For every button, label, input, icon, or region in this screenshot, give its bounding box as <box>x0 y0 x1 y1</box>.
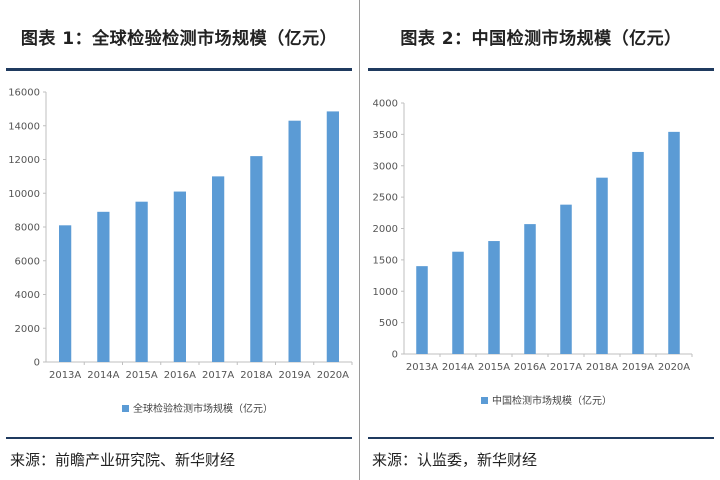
right-bar <box>668 131 680 354</box>
left-y-tick-label: 12000 <box>8 155 40 166</box>
right-x-tick-label: 2020A <box>658 362 690 373</box>
left-legend: 全球检验检测市场规模（亿元） <box>122 402 273 415</box>
right-y-tick-label: 500 <box>379 318 398 329</box>
left-y-tick-label: 2000 <box>15 324 40 335</box>
right-y-tick-label: 4000 <box>373 99 398 110</box>
left-x-tick-label: 2020A <box>317 370 349 381</box>
right-source-note: 来源：认监委，新华财经 <box>372 451 538 469</box>
left-bar <box>97 211 110 362</box>
left-bar <box>59 225 72 362</box>
left-x-tick-label: 2016A <box>164 370 196 381</box>
left-bar <box>212 176 225 362</box>
left-title-rule <box>6 68 352 71</box>
right-y-tick-label: 1000 <box>373 287 398 298</box>
right-x-tick-label: 2018A <box>586 362 618 373</box>
left-y-tick-label: 6000 <box>15 256 40 267</box>
left-y-tick-label: 8000 <box>15 223 40 234</box>
right-legend-swatch <box>481 397 488 404</box>
right-bar <box>416 266 428 354</box>
left-y-tick-label: 10000 <box>8 189 40 200</box>
right-y-tick-label: 3500 <box>373 130 398 141</box>
right-bar <box>524 224 536 354</box>
left-y-tick-label: 14000 <box>8 121 40 132</box>
left-x-tick-label: 2017A <box>202 370 234 381</box>
left-bottom-rule <box>6 437 352 439</box>
left-source-note: 来源：前瞻产业研究院、新华财经 <box>10 451 236 469</box>
right-legend-label: 中国检测市场规模（亿元） <box>492 394 612 407</box>
left-x-tick-label: 2019A <box>278 370 310 381</box>
left-bar-chart: 0 2000 4000 6000 8000 10000 12000 14000 16000 201… <box>8 88 353 415</box>
right-x-tick-label: 2015A <box>478 362 510 373</box>
right-legend: 中国检测市场规模（亿元） <box>481 394 612 407</box>
left-x-tick-label: 2014A <box>87 370 119 381</box>
right-bar <box>596 177 608 354</box>
right-chart-title: 图表 2：中国检测市场规模（亿元） <box>400 29 682 49</box>
left-bar <box>135 201 148 362</box>
right-x-tick-label: 2014A <box>442 362 474 373</box>
left-x-tick-label: 2018A <box>240 370 272 381</box>
left-bar <box>250 156 263 362</box>
left-x-tick-label: 2013A <box>49 370 81 381</box>
left-y-tick-label: 4000 <box>15 290 40 301</box>
right-bar <box>632 151 644 354</box>
right-x-tick-label: 2019A <box>622 362 654 373</box>
right-bar-chart: 0 500 1000 1500 2000 2500 3000 3500 4000 2013A 201… <box>373 99 693 407</box>
left-x-tick-label: 2015A <box>125 370 157 381</box>
right-y-tick-label: 3000 <box>373 161 398 172</box>
right-x-tick-label: 2016A <box>514 362 546 373</box>
left-bar <box>326 111 339 362</box>
right-y-tick-label: 2000 <box>373 224 398 235</box>
left-y-tick-label: 0 <box>34 358 40 369</box>
right-y-tick-label: 1500 <box>373 255 398 266</box>
right-y-tick-label: 2500 <box>373 193 398 204</box>
right-bar <box>452 251 464 354</box>
right-x-tick-label: 2017A <box>550 362 582 373</box>
left-bar <box>288 120 301 362</box>
right-x-tick-label: 2013A <box>406 362 438 373</box>
panel-divider <box>359 0 360 480</box>
left-chart-title: 图表 1：全球检验检测市场规模（亿元） <box>20 29 338 49</box>
left-chart-panel: 图表 1：全球检验检测市场规模（亿元） 0 2000 4000 6000 8000 100… <box>0 0 358 480</box>
right-bar <box>488 241 500 354</box>
left-bar <box>173 191 186 362</box>
left-legend-swatch <box>122 405 129 412</box>
right-y-tick-label: 0 <box>392 350 398 361</box>
right-bottom-rule <box>368 437 714 439</box>
right-chart-panel: 图表 2：中国检测市场规模（亿元） 0 500 1000 1500 2000 2500 30… <box>362 0 720 480</box>
right-bar <box>560 204 572 354</box>
left-y-tick-label: 16000 <box>8 88 40 99</box>
left-legend-label: 全球检验检测市场规模（亿元） <box>133 402 273 415</box>
right-title-rule <box>368 68 714 71</box>
